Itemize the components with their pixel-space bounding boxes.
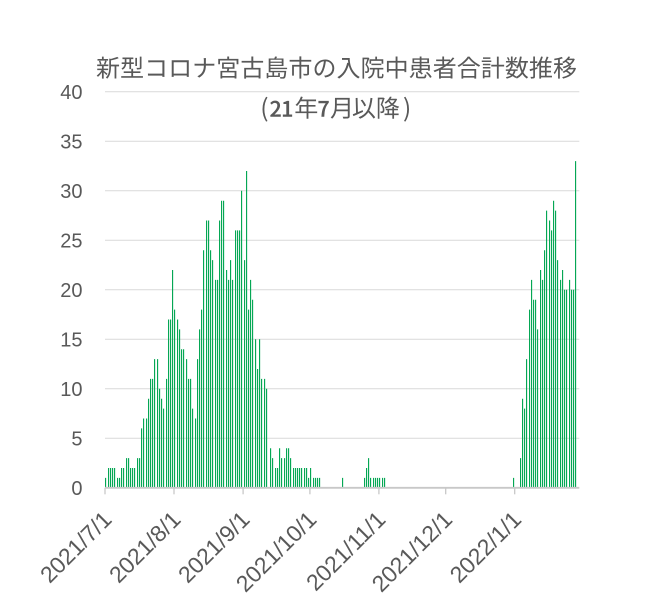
svg-text:10: 10: [60, 379, 82, 401]
svg-text:35: 35: [60, 131, 82, 153]
svg-text:5: 5: [71, 428, 82, 450]
svg-text:30: 30: [60, 181, 82, 203]
svg-text:15: 15: [60, 329, 82, 351]
svg-text:20: 20: [60, 280, 82, 302]
svg-text:25: 25: [60, 230, 82, 252]
svg-text:0: 0: [71, 478, 82, 500]
svg-text:40: 40: [60, 82, 82, 104]
